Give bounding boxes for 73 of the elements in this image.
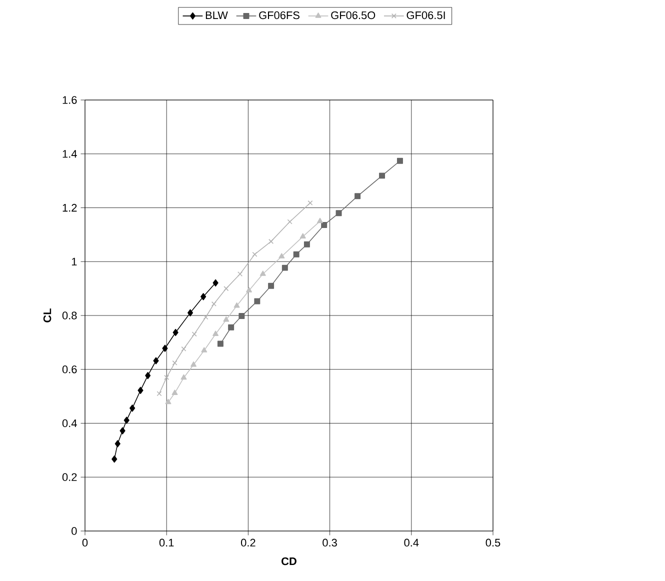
legend-label: GF06FS <box>259 11 300 20</box>
point <box>300 233 306 238</box>
point <box>252 252 258 257</box>
y-tick-label: 0.8 <box>62 312 77 320</box>
x-tick-label: 0 <box>82 538 88 547</box>
point <box>228 324 234 330</box>
point <box>354 193 361 200</box>
x-tick-label: 0.4 <box>404 538 419 547</box>
point <box>336 210 342 216</box>
point <box>246 287 252 292</box>
x-tick-label: 0.1 <box>159 538 174 547</box>
point <box>162 344 168 352</box>
point <box>190 361 197 367</box>
point <box>120 427 126 434</box>
y-tick-label: 1.6 <box>62 96 77 104</box>
point <box>268 238 274 244</box>
point <box>172 328 178 336</box>
point <box>308 200 313 206</box>
y-tick-label: 1.4 <box>62 150 77 158</box>
point <box>238 313 245 320</box>
point <box>130 404 136 412</box>
point <box>201 347 208 352</box>
x-tick-label: 0.2 <box>241 538 256 547</box>
point <box>224 286 229 292</box>
y-axis-title: CL <box>43 308 52 322</box>
x-tick-label: 0.3 <box>322 538 337 547</box>
y-tick-label: 1 <box>72 258 77 266</box>
point <box>223 316 230 322</box>
point <box>172 390 178 395</box>
point <box>165 398 172 404</box>
point <box>278 253 285 258</box>
point <box>164 374 170 380</box>
y-tick-label: 0.2 <box>62 473 77 482</box>
point <box>114 440 120 448</box>
point <box>181 346 186 352</box>
point <box>145 372 151 380</box>
point <box>254 298 260 304</box>
point <box>282 264 288 271</box>
point <box>112 455 118 463</box>
point <box>268 282 274 289</box>
point <box>138 386 144 394</box>
point <box>379 172 386 179</box>
point <box>124 416 130 424</box>
point <box>321 222 328 228</box>
y-tick-label: 0.4 <box>62 419 77 428</box>
point <box>217 340 224 347</box>
point <box>192 332 197 337</box>
point <box>287 219 292 224</box>
legend-label: GF06.5O <box>331 11 376 20</box>
point <box>212 279 218 286</box>
point <box>203 314 208 320</box>
point <box>260 270 266 276</box>
point <box>153 357 159 364</box>
point <box>238 272 243 277</box>
x-tick-label: 0.5 <box>486 538 500 547</box>
point <box>304 241 310 248</box>
point <box>200 293 206 300</box>
y-tick-label: 0 <box>72 527 77 535</box>
legend-label: BLW <box>206 11 228 19</box>
point <box>180 374 187 380</box>
point <box>211 301 216 306</box>
legend-label: GF06.5I <box>406 11 445 20</box>
y-tick-label: 1.2 <box>62 204 77 212</box>
point <box>317 218 323 224</box>
y-tick-label: 0.6 <box>62 366 77 374</box>
point <box>156 391 162 396</box>
point <box>396 158 403 164</box>
point <box>172 360 178 366</box>
point <box>187 309 194 316</box>
x-axis-title: CD <box>282 557 296 566</box>
point <box>234 302 240 308</box>
point <box>293 251 300 258</box>
point <box>212 330 219 336</box>
